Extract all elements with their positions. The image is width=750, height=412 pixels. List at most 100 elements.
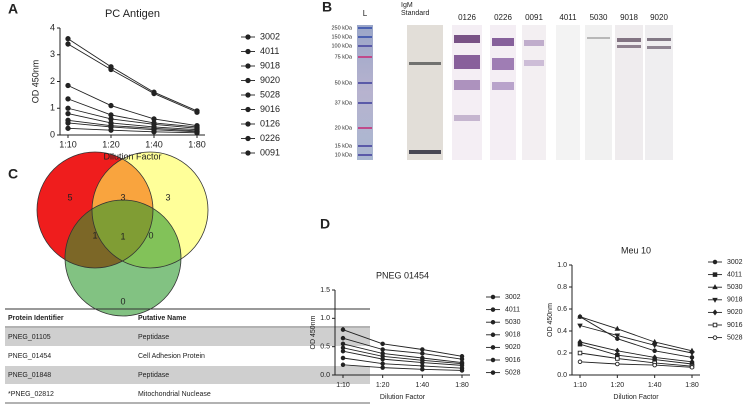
data-point <box>380 361 385 366</box>
legend-label: 9020 <box>505 344 521 351</box>
blot-band <box>409 62 441 65</box>
table-header: Protein Identifier <box>8 315 64 322</box>
x-tick-label: 1:80 <box>455 382 469 389</box>
series-line <box>67 127 198 134</box>
y-tick-label: 4 <box>50 22 55 32</box>
series-line <box>342 350 463 366</box>
data-point <box>65 125 71 131</box>
lane-label: 0091 <box>525 13 543 22</box>
legend-marker <box>490 319 496 325</box>
legend-label: 9020 <box>727 309 743 316</box>
data-point <box>65 96 71 102</box>
y-tick-label: 0.5 <box>320 344 330 351</box>
series-line <box>342 337 463 360</box>
legend-label: 5028 <box>260 89 280 99</box>
lane-label-box: IgM Standard <box>401 2 430 17</box>
data-point <box>652 354 658 361</box>
line-chart: Meu 10 0.0 0.2 0.4 0.6 0.8 1.0 1:10 1:20 1:40 1:80… <box>547 245 743 400</box>
x-tick-label: 1:80 <box>188 139 206 149</box>
lane-label: IgM Standard <box>401 2 430 17</box>
legend-label: 9016 <box>727 322 743 329</box>
kda-label: 15 kDa <box>335 143 353 149</box>
legend-label: 3002 <box>727 259 743 266</box>
series-line <box>67 113 198 131</box>
data-point <box>340 341 346 347</box>
blot-lane <box>556 25 580 160</box>
data-point <box>577 323 583 329</box>
y-axis-label: OD 450nm <box>310 315 317 349</box>
data-point <box>65 110 71 117</box>
venn-circle <box>65 200 181 316</box>
series-line <box>579 316 693 358</box>
legend-label: 9020 <box>260 75 280 85</box>
row-shade <box>5 366 370 384</box>
legend-label: 0226 <box>260 133 280 143</box>
y-tick-label: 0.8 <box>557 284 567 291</box>
y-tick-label: 3 <box>50 49 55 59</box>
y-axis-label: OD 450nm <box>547 303 554 337</box>
table-cell: Peptidase <box>138 334 169 341</box>
series-line <box>579 361 693 368</box>
kda-label: 20 kDa <box>335 125 353 131</box>
kda-label: 75 kDa <box>335 54 353 60</box>
blot-band <box>409 150 441 154</box>
blot-lane <box>522 25 546 160</box>
y-tick-label: 1.0 <box>320 315 330 322</box>
x-axis-label: Dilution Factor <box>613 394 659 401</box>
y-tick-label: 1.5 <box>320 287 330 294</box>
series-line <box>342 329 463 357</box>
lane-label: 5030 <box>590 13 608 22</box>
data-point <box>108 66 114 73</box>
x-tick-label: 1:20 <box>376 382 390 389</box>
blot-band <box>492 38 514 46</box>
data-point <box>65 41 71 47</box>
table-header: Putative Name <box>138 315 186 322</box>
series-line <box>579 352 693 367</box>
row-shade <box>5 328 370 346</box>
chart-title: PNEG 01454 <box>376 270 429 280</box>
y-tick-label: 1.0 <box>557 262 567 269</box>
ladder-band <box>358 102 372 104</box>
data-point <box>615 361 620 367</box>
panel-label: A <box>8 1 18 17</box>
line-chart: PNEG 01454 0.0 0.5 1.0 1.5 1:10 1:20 1:40 1:80 Di… <box>310 270 521 400</box>
blot-band <box>454 35 480 43</box>
data-point <box>340 335 346 341</box>
venn-count: 5 <box>67 192 72 202</box>
data-point <box>380 347 385 352</box>
lane-label: 0126 <box>458 13 476 22</box>
table-cell: PNEG_01848 <box>8 372 51 379</box>
data-point <box>577 359 583 365</box>
series-line <box>579 341 693 363</box>
kda-label: 10 kDa <box>335 152 353 158</box>
legend-marker <box>490 332 496 338</box>
series-line <box>342 364 463 371</box>
panel-label: D <box>320 216 330 232</box>
data-point <box>340 327 346 332</box>
data-point <box>108 127 114 133</box>
x-axis-label: Dilution Factor <box>103 151 161 161</box>
blot-band <box>617 45 641 48</box>
legend-marker <box>245 121 251 127</box>
series-line <box>67 38 198 112</box>
panel-label: C <box>8 166 18 182</box>
chart-title: PC Antigen <box>105 8 160 20</box>
blot-band <box>587 37 610 39</box>
data-point <box>652 362 657 368</box>
lane-label: 0226 <box>494 13 512 22</box>
table-cell: Cell Adhesion Protein <box>138 353 205 360</box>
legend-label: 3002 <box>260 31 280 41</box>
blot-band <box>647 38 671 41</box>
x-tick-label: 1:40 <box>648 382 662 389</box>
data-point <box>194 130 200 136</box>
lane-label: 9020 <box>650 13 668 22</box>
blot-band <box>647 46 671 49</box>
legend-label: 0091 <box>260 147 280 157</box>
data-point <box>151 129 157 135</box>
kda-label: 50 kDa <box>335 80 353 86</box>
charts: PC Antigen 0 1 2 3 4 1:10 1:20 1:40 1:80 Dilution … <box>30 8 742 401</box>
legend-label: 5028 <box>727 334 743 341</box>
data-point <box>194 109 200 115</box>
data-point <box>651 338 658 344</box>
